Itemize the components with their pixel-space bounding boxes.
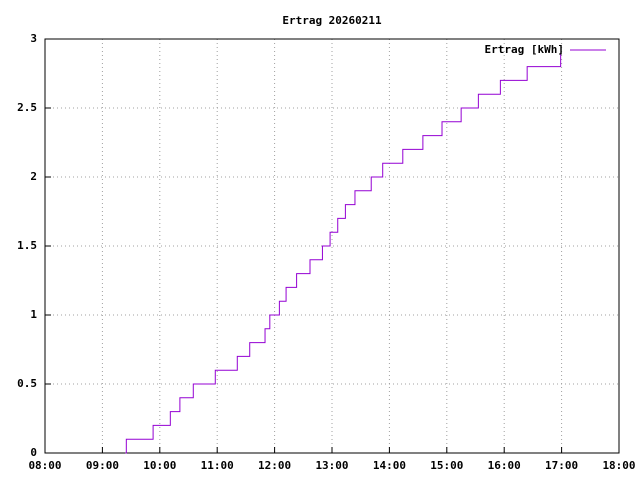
y-tick-label: 0	[30, 446, 37, 459]
legend-label: Ertrag [kWh]	[485, 43, 564, 56]
x-tick-label: 11:00	[201, 459, 234, 472]
y-tick-label: 2.5	[17, 101, 37, 114]
x-tick-label: 17:00	[545, 459, 578, 472]
x-tick-label: 16:00	[488, 459, 521, 472]
x-tick-label: 13:00	[315, 459, 348, 472]
y-tick-label: 2	[30, 170, 37, 183]
x-tick-label: 08:00	[28, 459, 61, 472]
data-line	[125, 52, 562, 454]
y-tick-label: 1	[30, 308, 37, 321]
x-tick-label: 14:00	[373, 459, 406, 472]
x-tick-label: 09:00	[86, 459, 119, 472]
x-tick-label: 15:00	[430, 459, 463, 472]
y-tick-label: 1.5	[17, 239, 37, 252]
y-tick-label: 0.5	[17, 377, 37, 390]
chart-title: Ertrag 20260211	[282, 14, 382, 27]
y-tick-label: 3	[30, 32, 37, 45]
plot-border	[44, 38, 620, 454]
x-tick-label: 18:00	[602, 459, 635, 472]
x-tick-label: 10:00	[143, 459, 176, 472]
x-tick-label: 12:00	[258, 459, 291, 472]
